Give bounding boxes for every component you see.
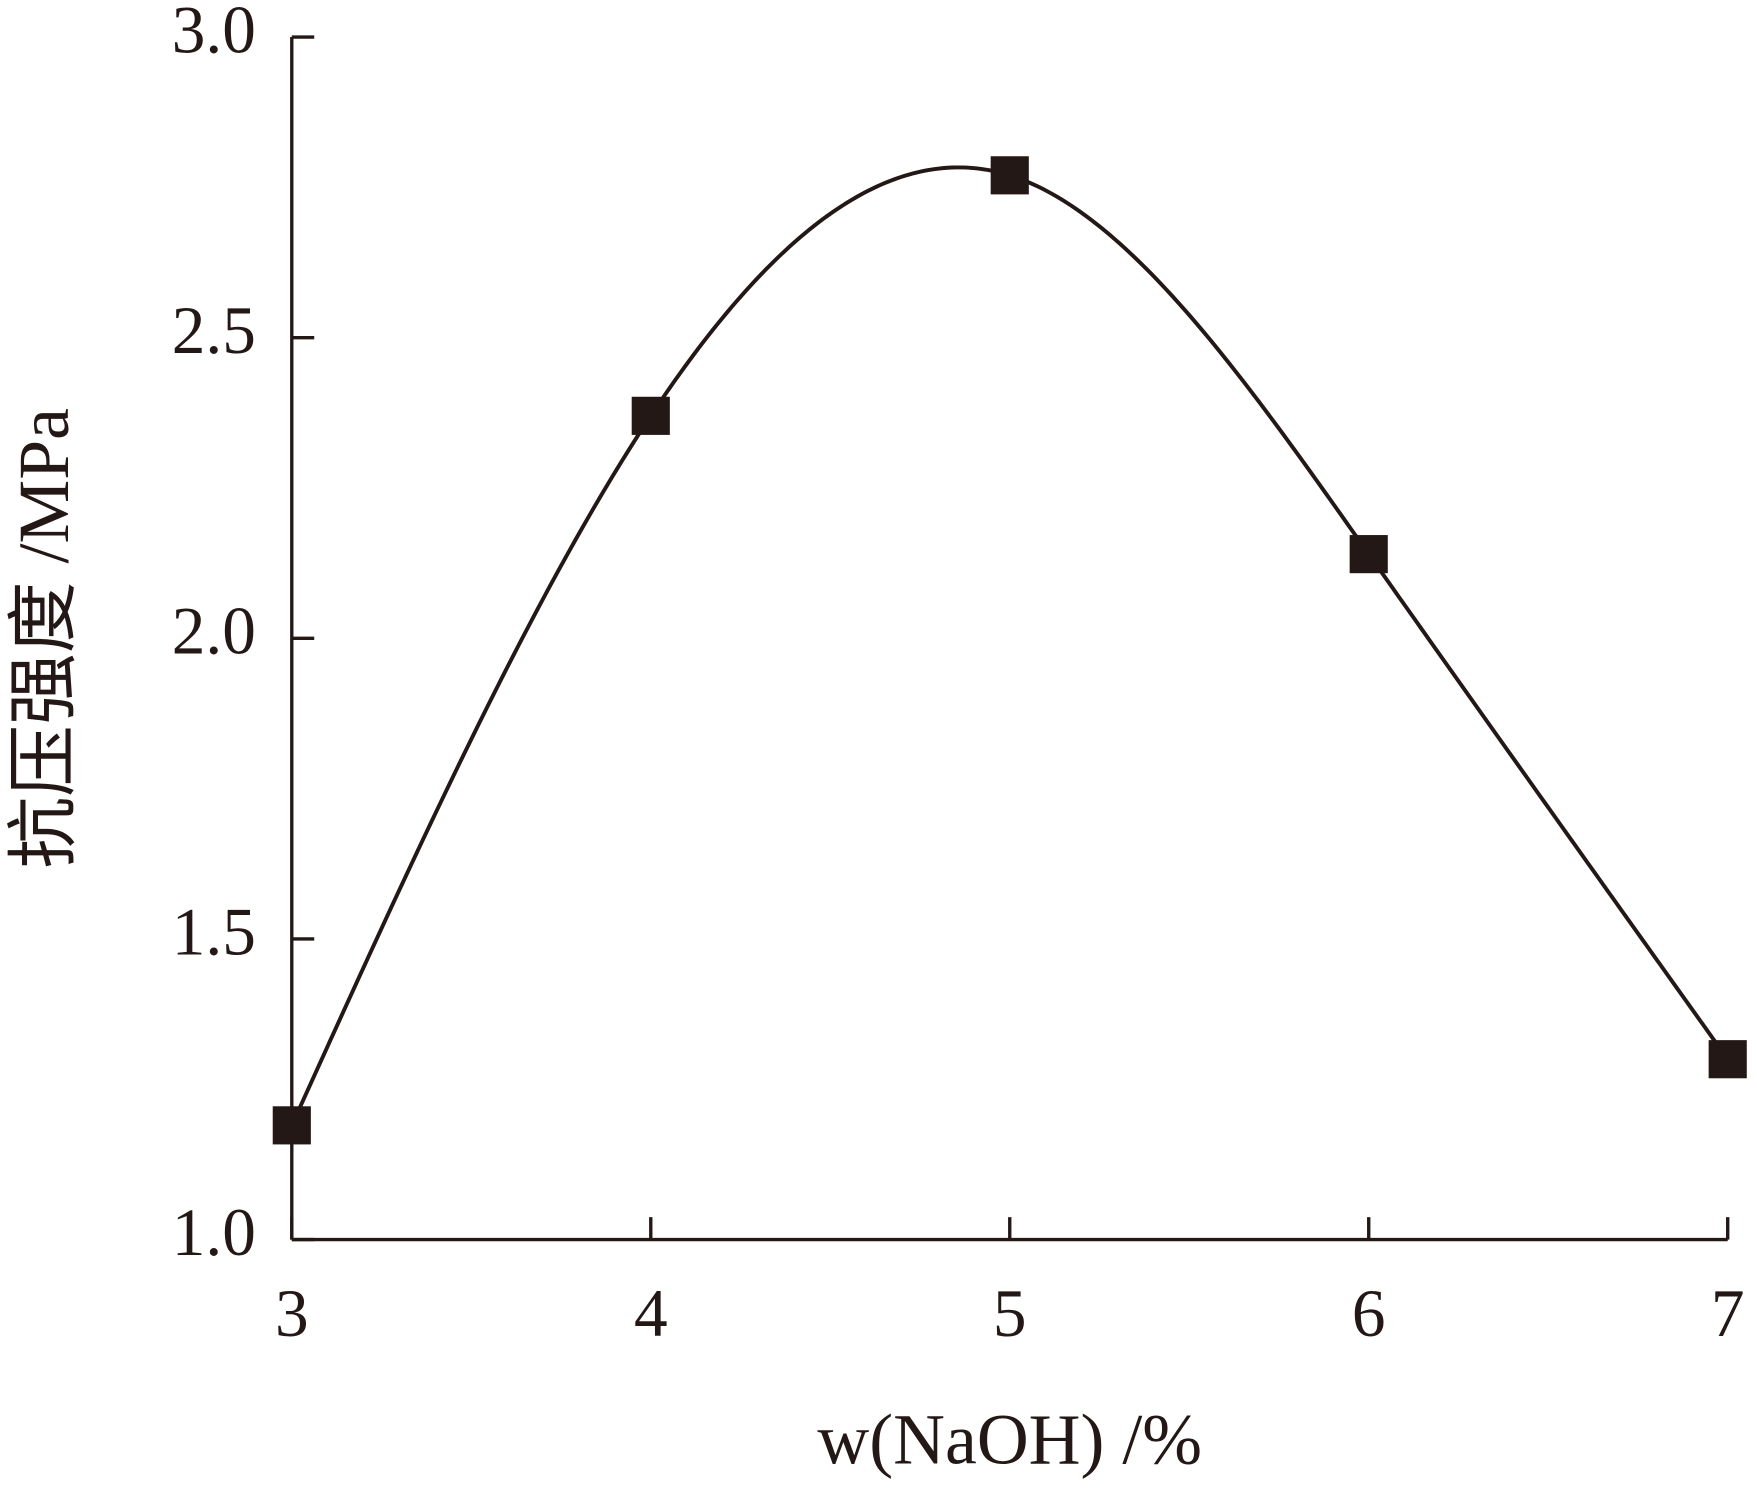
- x-tick-label: 5: [993, 1276, 1027, 1351]
- marker: [631, 396, 670, 435]
- y-tick-label: 1.0: [172, 1195, 256, 1270]
- y-tick-label: 3.0: [172, 0, 256, 67]
- marker: [1708, 1040, 1747, 1079]
- y-tick-label: 2.0: [172, 594, 256, 669]
- x-tick-label: 3: [275, 1276, 309, 1351]
- x-tick-label: 6: [1352, 1276, 1386, 1351]
- line: [290, 165, 1730, 1127]
- y-axis-label: 抗压强度 /MPa: [4, 408, 84, 869]
- y-tick-label: 2.5: [172, 293, 256, 368]
- x-axis-label: w(NaOH) /%: [817, 1400, 1202, 1480]
- marker: [1349, 535, 1388, 574]
- x-tick-label: 4: [634, 1276, 668, 1351]
- y-tick-label: 1.5: [172, 894, 256, 969]
- marker: [990, 156, 1029, 195]
- marker: [272, 1106, 311, 1145]
- x-tick-label: 7: [1711, 1276, 1745, 1351]
